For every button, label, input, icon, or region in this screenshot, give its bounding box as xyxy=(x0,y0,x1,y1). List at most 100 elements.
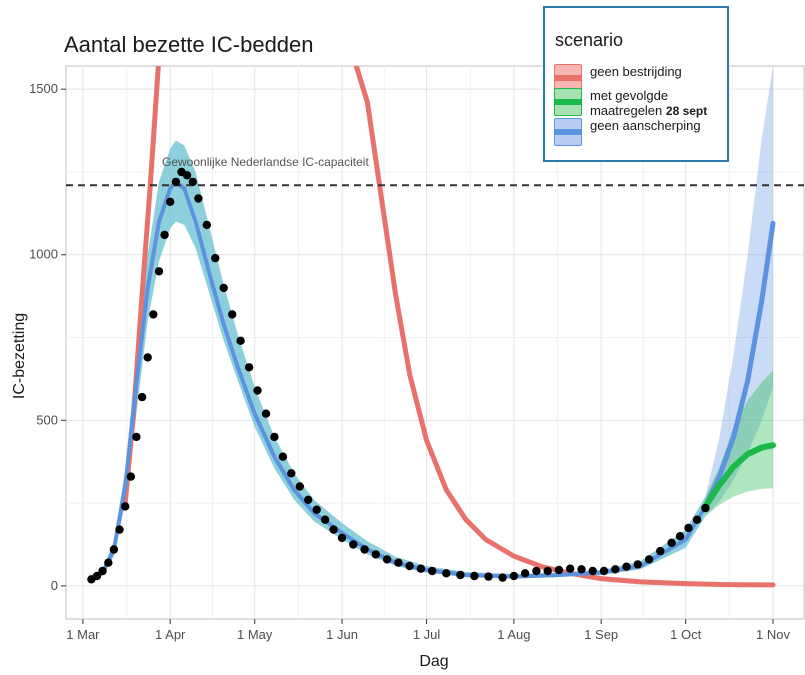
y-tick-label: 1000 xyxy=(29,247,58,262)
observed-point xyxy=(228,310,237,319)
x-axis-title: Dag xyxy=(419,653,448,670)
y-tick-label: 500 xyxy=(36,412,58,427)
observed-point xyxy=(253,386,262,395)
observed-point xyxy=(211,253,220,263)
observed-point xyxy=(154,267,164,276)
x-tick-label: 1 Nov xyxy=(756,627,790,642)
chart-title: Aantal bezette IC-bedden xyxy=(64,32,314,57)
observed-point xyxy=(160,230,169,240)
y-tick-label: 0 xyxy=(51,578,58,593)
observed-point xyxy=(304,495,313,504)
x-tick-label: 1 May xyxy=(237,627,273,642)
observed-point xyxy=(622,562,631,571)
observed-point xyxy=(278,452,288,461)
y-axis-title: IC-bezetting xyxy=(11,313,28,399)
observed-point xyxy=(554,565,564,575)
ic-capacity-label: Gewoonlijke Nederlandse IC-capaciteit xyxy=(162,155,369,169)
line-met-gevolgde-maatregelen xyxy=(702,442,776,510)
observed-point xyxy=(182,171,192,180)
observed-point xyxy=(577,565,586,574)
y-axis-ticks: 0 500 1000 1500 xyxy=(29,81,66,593)
x-tick-label: 1 Mar xyxy=(66,627,100,642)
observed-point xyxy=(588,566,597,576)
observed-point xyxy=(428,566,437,576)
observed-point xyxy=(126,472,135,481)
observed-point xyxy=(320,515,330,524)
x-tick-label: 1 Jun xyxy=(326,627,358,642)
observed-point xyxy=(360,545,369,554)
observed-point xyxy=(295,482,304,491)
legend-key-geen-aanscherping xyxy=(554,118,582,146)
legend-label-met-gevolgde-maatregelen: met gevolgde maatregelen 28 sept xyxy=(590,88,730,119)
observed-point xyxy=(701,503,710,513)
observed-point xyxy=(498,573,507,582)
observed-point xyxy=(644,555,654,564)
legend-title: scenario xyxy=(555,30,624,50)
legend: scenario geen bestrijding met gevolgde m… xyxy=(543,6,729,162)
observed-point xyxy=(166,197,175,206)
observed-point xyxy=(329,525,338,534)
observed-points xyxy=(87,167,710,584)
legend-item-met-gevolgde-maatregelen: met gevolgde maatregelen 28 sept xyxy=(554,88,730,119)
observed-point xyxy=(675,532,685,541)
observed-point xyxy=(532,566,541,576)
observed-point xyxy=(349,540,358,549)
x-axis-ticks: 1 Mar 1 Apr 1 May 1 Jun 1 Jul 1 Aug 1 Sep 1 Oct… xyxy=(66,619,790,642)
observed-point xyxy=(599,566,609,576)
y-tick-label: 1500 xyxy=(29,81,58,96)
observed-point xyxy=(149,310,158,319)
observed-point xyxy=(416,564,426,573)
observed-point xyxy=(611,565,620,574)
observed-point xyxy=(115,525,124,534)
observed-point xyxy=(442,569,451,578)
observed-point xyxy=(137,392,147,402)
x-tick-label: 1 Apr xyxy=(155,627,186,642)
observed-point xyxy=(236,336,245,345)
observed-point xyxy=(456,570,465,580)
observed-point xyxy=(188,177,197,187)
legend-label-date: 28 sept xyxy=(665,104,708,118)
x-tick-label: 1 Jul xyxy=(413,627,441,642)
observed-point xyxy=(667,538,676,547)
x-tick-label: 1 Oct xyxy=(670,627,701,642)
legend-label-text: met gevolgde maatregelen xyxy=(590,88,669,118)
observed-point xyxy=(194,194,203,203)
legend-label-geen-bestrijding: geen bestrijding xyxy=(590,64,682,79)
observed-point xyxy=(633,560,642,569)
observed-point xyxy=(566,564,575,573)
observed-point xyxy=(382,555,392,564)
observed-point xyxy=(104,558,113,567)
observed-point xyxy=(92,571,102,581)
observed-point xyxy=(132,432,141,442)
observed-point xyxy=(261,409,271,418)
observed-point xyxy=(371,550,380,559)
line-geen-aanscherping xyxy=(702,220,776,509)
observed-point xyxy=(394,558,403,567)
observed-point xyxy=(312,505,321,514)
observed-point xyxy=(109,545,119,554)
observed-point xyxy=(509,571,519,581)
x-tick-label: 1 Aug xyxy=(497,627,530,642)
legend-key-met-gevolgde-maatregelen xyxy=(554,88,582,116)
observed-point xyxy=(337,533,347,543)
x-tick-label: 1 Sep xyxy=(584,627,618,642)
observed-point xyxy=(692,515,702,524)
observed-point xyxy=(543,566,552,576)
observed-point xyxy=(405,561,414,571)
observed-point xyxy=(219,283,228,293)
observed-point xyxy=(270,432,279,442)
observed-point xyxy=(202,220,211,230)
observed-point xyxy=(656,546,665,556)
observed-point xyxy=(520,569,530,578)
observed-point xyxy=(470,571,479,581)
observed-point xyxy=(244,363,254,372)
observed-point xyxy=(98,566,107,576)
observed-point xyxy=(484,572,493,581)
observed-point xyxy=(121,502,130,511)
observed-point xyxy=(171,177,181,187)
legend-label-geen-aanscherping: geen aanscherping xyxy=(590,118,701,133)
band-geen-aanscherping xyxy=(705,66,773,517)
observed-point xyxy=(287,469,296,478)
legend-item-geen-aanscherping: geen aanscherping xyxy=(554,118,701,146)
observed-point xyxy=(143,353,152,362)
